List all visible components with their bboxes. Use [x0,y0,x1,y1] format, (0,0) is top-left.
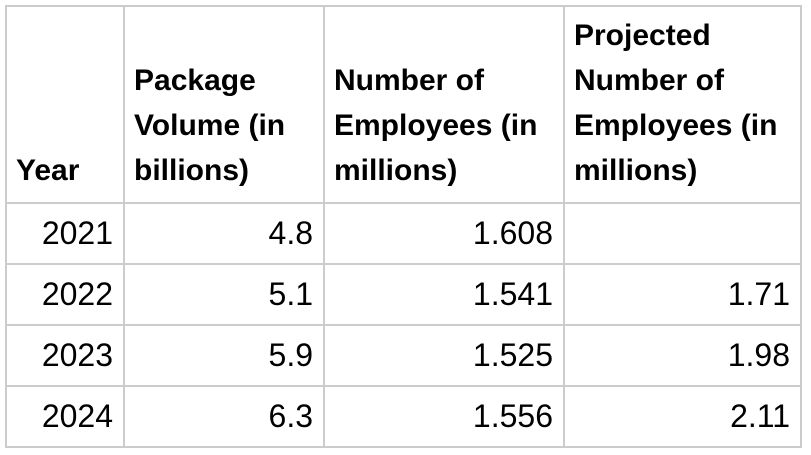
cell-year: 2021 [5,202,125,265]
table-header: Year Package Volume (in billions) Number… [5,5,802,204]
column-header-employees: Number of Employees (in millions) [323,5,565,204]
data-table: Year Package Volume (in billions) Number… [5,5,802,448]
cell-employees: 1.525 [323,324,565,387]
table-row-2024: 2024 6.3 1.556 2.11 [5,385,802,448]
cell-projected-employees: 2.11 [563,385,802,448]
cell-package-volume: 4.8 [123,202,325,265]
cell-projected-employees [563,202,802,265]
cell-year: 2023 [5,324,125,387]
cell-package-volume: 5.9 [123,324,325,387]
column-header-package-volume: Package Volume (in billions) [123,5,325,204]
cell-year: 2024 [5,385,125,448]
table-row-2023: 2023 5.9 1.525 1.98 [5,324,802,387]
column-header-projected-employees: Projected Number of Employees (in millio… [563,5,802,204]
column-header-year: Year [5,5,125,204]
cell-projected-employees: 1.71 [563,263,802,326]
cell-employees: 1.608 [323,202,565,265]
cell-package-volume: 6.3 [123,385,325,448]
cell-employees: 1.556 [323,385,565,448]
cell-year: 2022 [5,263,125,326]
table-row-2021: 2021 4.8 1.608 [5,202,802,265]
cell-employees: 1.541 [323,263,565,326]
table-body: 2021 4.8 1.608 2022 5.1 1.541 1.71 2023 … [5,202,802,448]
cell-projected-employees: 1.98 [563,324,802,387]
cell-package-volume: 5.1 [123,263,325,326]
table-row-2022: 2022 5.1 1.541 1.71 [5,263,802,326]
header-row: Year Package Volume (in billions) Number… [5,5,802,204]
